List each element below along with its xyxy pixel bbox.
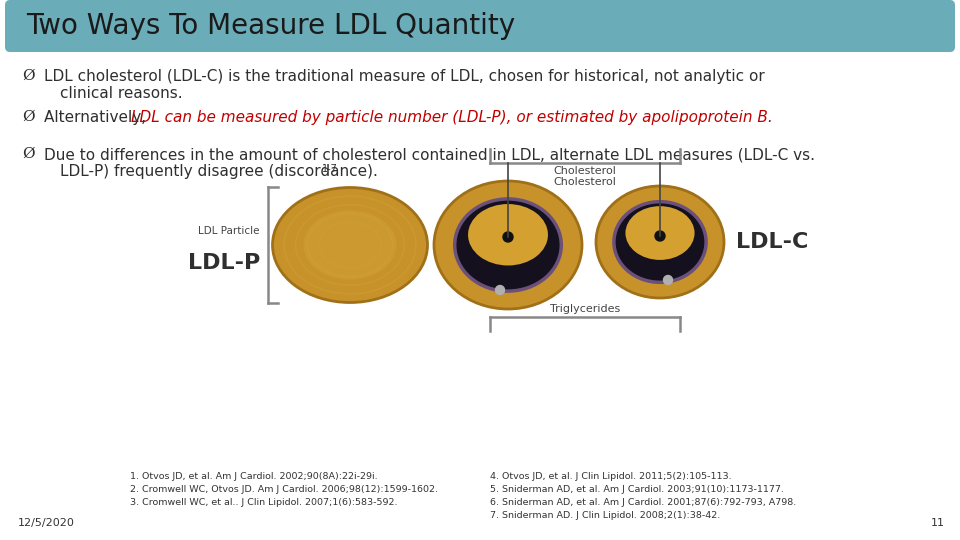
Circle shape — [503, 232, 513, 242]
Circle shape — [663, 275, 673, 285]
Ellipse shape — [455, 199, 562, 291]
Text: LDL Particle: LDL Particle — [199, 226, 260, 236]
Text: 1. Otvos JD, et al. Am J Cardiol. 2002;90(8A):22i-29i.: 1. Otvos JD, et al. Am J Cardiol. 2002;9… — [130, 472, 377, 481]
Text: 7. Sniderman AD. J Clin Lipidol. 2008;2(1):38-42.: 7. Sniderman AD. J Clin Lipidol. 2008;2(… — [490, 511, 720, 520]
Text: Two Ways To Measure LDL Quantity: Two Ways To Measure LDL Quantity — [26, 12, 516, 40]
Text: Triglycerides: Triglycerides — [550, 304, 620, 314]
Text: LDL-C: LDL-C — [736, 232, 808, 252]
Circle shape — [655, 231, 665, 241]
Ellipse shape — [434, 181, 582, 309]
Text: 12/5/2020: 12/5/2020 — [18, 518, 75, 528]
Text: Due to differences in the amount of cholesterol contained in LDL, alternate LDL : Due to differences in the amount of chol… — [44, 147, 815, 162]
Text: Ø: Ø — [22, 69, 35, 83]
Text: LDL can be measured by particle number (LDL-P), or estimated by apolipoprotein B: LDL can be measured by particle number (… — [131, 110, 773, 125]
Text: Cholesterol: Cholesterol — [554, 177, 616, 187]
Text: 4. Otvos JD, et al. J Clin Lipidol. 2011;5(2):105-113.: 4. Otvos JD, et al. J Clin Lipidol. 2011… — [490, 472, 732, 481]
Circle shape — [495, 286, 505, 294]
Text: 1-7: 1-7 — [322, 164, 338, 174]
Text: Ø: Ø — [22, 110, 35, 124]
Ellipse shape — [303, 211, 396, 280]
Text: clinical reasons.: clinical reasons. — [60, 86, 182, 101]
Ellipse shape — [614, 201, 707, 282]
Ellipse shape — [273, 187, 427, 302]
Text: LDL cholesterol (LDL-C) is the traditional measure of LDL, chosen for historical: LDL cholesterol (LDL-C) is the tradition… — [44, 69, 765, 84]
Text: 2. Cromwell WC, Otvos JD. Am J Cardiol. 2006;98(12):1599-1602.: 2. Cromwell WC, Otvos JD. Am J Cardiol. … — [130, 485, 438, 494]
Ellipse shape — [468, 204, 548, 266]
Ellipse shape — [596, 186, 724, 298]
Ellipse shape — [626, 206, 694, 260]
Text: 11: 11 — [931, 518, 945, 528]
Text: Alternatively,: Alternatively, — [44, 110, 151, 125]
Text: LDL-P: LDL-P — [188, 253, 260, 273]
Text: 6. Sniderman AD, et al. Am J Cardiol. 2001;87(6):792-793, A798.: 6. Sniderman AD, et al. Am J Cardiol. 20… — [490, 498, 796, 507]
Text: Cholesterol: Cholesterol — [554, 166, 616, 176]
Text: 3. Cromwell WC, et al.. J Clin Lipidol. 2007;1(6):583-592.: 3. Cromwell WC, et al.. J Clin Lipidol. … — [130, 498, 397, 507]
Text: LDL-P) frequently disagree (discordance).: LDL-P) frequently disagree (discordance)… — [60, 164, 378, 179]
Text: Ø: Ø — [22, 147, 35, 161]
Text: 5. Sniderman AD, et al. Am J Cardiol. 2003;91(10):1173-1177.: 5. Sniderman AD, et al. Am J Cardiol. 20… — [490, 485, 784, 494]
FancyBboxPatch shape — [5, 0, 955, 52]
